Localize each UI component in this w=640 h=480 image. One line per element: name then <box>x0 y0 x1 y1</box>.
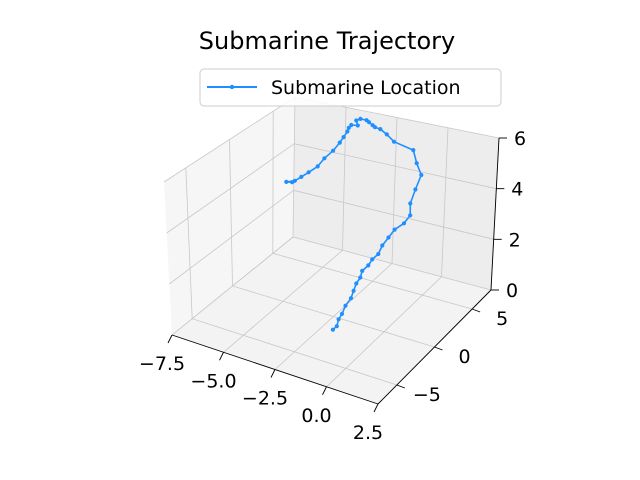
data-point <box>386 235 391 240</box>
data-point <box>349 122 354 128</box>
data-point <box>346 125 351 130</box>
z-tick-label: 0 <box>506 280 518 302</box>
left-pane <box>164 97 295 335</box>
data-point <box>414 161 419 166</box>
grid-lines <box>163 96 500 405</box>
data-point <box>315 164 320 169</box>
z-tick-label: 2 <box>509 229 521 251</box>
y-tick-label: 5 <box>496 308 508 330</box>
data-point <box>360 268 365 273</box>
z-tick-label: 4 <box>511 179 523 201</box>
data-point <box>408 201 413 206</box>
data-point <box>337 140 342 145</box>
data-point <box>366 263 371 268</box>
data-point <box>351 288 356 293</box>
data-point <box>358 275 363 280</box>
series-line <box>285 118 423 331</box>
data-point <box>391 139 397 144</box>
data-point <box>401 221 407 226</box>
data-point <box>341 135 346 140</box>
x-tick-mark <box>270 369 276 378</box>
z-axis-line <box>490 137 500 291</box>
y-tick-mark <box>434 346 443 351</box>
data-point <box>413 187 418 192</box>
x-tick-mark <box>219 352 224 361</box>
x-tick-mark <box>322 386 327 395</box>
grid-line-z <box>166 143 497 234</box>
legend-box <box>199 68 502 107</box>
data-point <box>354 281 359 286</box>
data-point <box>392 227 397 232</box>
data-point <box>322 156 327 161</box>
data-point <box>372 125 378 130</box>
y-tick-mark <box>472 308 481 313</box>
x-tick-label: −2.5 <box>242 388 288 410</box>
data-point <box>370 257 375 262</box>
z-tick-label: 6 <box>514 128 526 150</box>
floor-pane <box>172 237 491 404</box>
grid-line-z <box>171 236 492 336</box>
x-tick-label: 2.5 <box>353 422 383 444</box>
data-point <box>380 243 385 248</box>
data-point <box>354 118 359 123</box>
grid-line-z <box>169 189 494 285</box>
x-tick-mark <box>373 403 379 413</box>
data-point <box>330 327 335 332</box>
legend-marker-swatch <box>229 84 235 90</box>
data-point <box>334 324 339 329</box>
data-point <box>411 148 416 153</box>
series-layer <box>284 116 424 332</box>
tick-labels: −7.5−5.0 −2.5 0.0 2.5 −5 0 5 0 2 4 6 <box>139 128 526 444</box>
x-tick-label: −5.0 <box>190 370 236 392</box>
data-point <box>339 311 345 316</box>
legend: Submarine Location <box>199 68 502 107</box>
chart-title: Submarine Trajectory <box>199 27 455 55</box>
data-point <box>343 303 348 308</box>
y-tick-label: 0 <box>458 346 470 368</box>
data-point <box>306 170 311 175</box>
data-point <box>292 178 297 183</box>
data-point <box>348 296 354 301</box>
data-point <box>336 317 341 322</box>
x-tick-label: −7.5 <box>139 353 185 375</box>
y-tick-mark <box>396 384 405 389</box>
data-point <box>345 129 350 134</box>
data-point <box>355 123 360 128</box>
legend-label: Submarine Location <box>271 77 461 99</box>
x-tick-mark <box>167 334 173 344</box>
y-tick-label: −5 <box>413 384 441 406</box>
data-point <box>408 213 413 218</box>
data-point <box>384 132 389 137</box>
data-point <box>284 179 289 184</box>
x-tick-label: 0.0 <box>301 405 331 427</box>
data-point <box>419 172 424 178</box>
data-point <box>366 120 372 125</box>
data-point <box>378 127 383 132</box>
data-point <box>358 116 363 121</box>
data-point <box>299 174 304 179</box>
data-point <box>376 251 381 257</box>
data-point <box>331 148 336 153</box>
